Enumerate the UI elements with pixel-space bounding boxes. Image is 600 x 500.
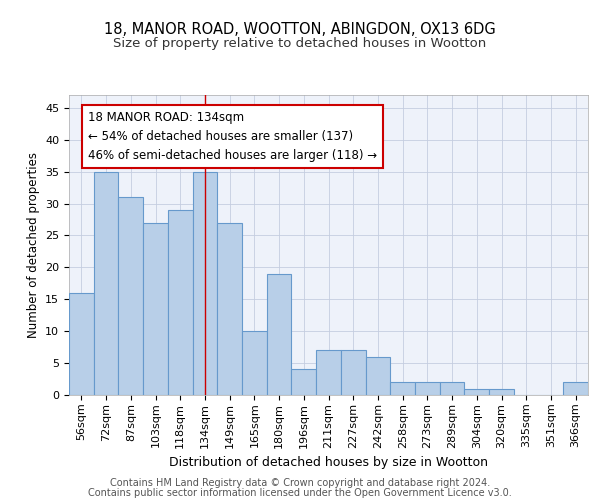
Bar: [316, 350, 341, 395]
Bar: [390, 382, 415, 395]
Text: Contains public sector information licensed under the Open Government Licence v3: Contains public sector information licen…: [88, 488, 512, 498]
Bar: [69, 293, 94, 395]
Text: Contains HM Land Registry data © Crown copyright and database right 2024.: Contains HM Land Registry data © Crown c…: [110, 478, 490, 488]
Bar: [94, 172, 118, 395]
Bar: [143, 222, 168, 395]
Text: 18 MANOR ROAD: 134sqm
← 54% of detached houses are smaller (137)
46% of semi-det: 18 MANOR ROAD: 134sqm ← 54% of detached …: [88, 111, 377, 162]
Bar: [118, 197, 143, 395]
Bar: [415, 382, 440, 395]
Y-axis label: Number of detached properties: Number of detached properties: [26, 152, 40, 338]
Bar: [440, 382, 464, 395]
Bar: [242, 331, 267, 395]
Text: 18, MANOR ROAD, WOOTTON, ABINGDON, OX13 6DG: 18, MANOR ROAD, WOOTTON, ABINGDON, OX13 …: [104, 22, 496, 38]
Text: Size of property relative to detached houses in Wootton: Size of property relative to detached ho…: [113, 38, 487, 51]
X-axis label: Distribution of detached houses by size in Wootton: Distribution of detached houses by size …: [169, 456, 488, 469]
Bar: [217, 222, 242, 395]
Bar: [193, 172, 217, 395]
Bar: [563, 382, 588, 395]
Bar: [267, 274, 292, 395]
Bar: [292, 370, 316, 395]
Bar: [168, 210, 193, 395]
Bar: [489, 388, 514, 395]
Bar: [341, 350, 365, 395]
Bar: [464, 388, 489, 395]
Bar: [365, 356, 390, 395]
